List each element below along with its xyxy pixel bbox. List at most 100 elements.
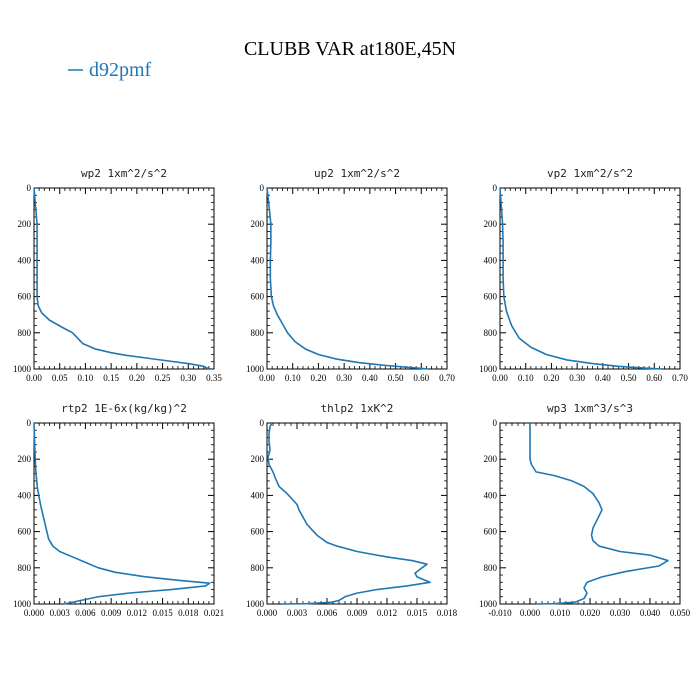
x-tick-label: 0.25 <box>155 373 171 383</box>
y-tick-label: 200 <box>484 219 498 229</box>
y-tick-label: 400 <box>18 490 32 500</box>
y-tick-label: 400 <box>484 255 498 265</box>
y-tick-label: 400 <box>251 490 265 500</box>
x-tick-label: 0.00 <box>26 373 42 383</box>
y-tick-label: 1000 <box>479 364 498 374</box>
legend: d92pmf <box>68 59 152 81</box>
x-tick-label: 0.020 <box>580 608 601 618</box>
x-tick-label: 0.040 <box>640 608 661 618</box>
y-tick-label: 1000 <box>479 599 498 609</box>
x-tick-label: 0.003 <box>287 608 308 618</box>
y-tick-label: 0 <box>493 183 498 193</box>
x-tick-label: 0.70 <box>672 373 688 383</box>
x-tick-label: 0.50 <box>621 373 637 383</box>
x-tick-label: 0.00 <box>492 373 508 383</box>
plot-frame <box>33 422 215 605</box>
x-tick-label: 0.20 <box>129 373 145 383</box>
series-line <box>529 423 669 605</box>
panel-4: thlp2 1xK^2 0.000 0.003 0.006 0.009 0.012 0.01… <box>246 402 458 618</box>
x-tick-label: 0.021 <box>204 608 224 618</box>
x-tick-label: 0.70 <box>439 373 455 383</box>
x-tick-label: 0.00 <box>259 373 275 383</box>
panel-title: rtp2 1E-6x(kg/kg)^2 <box>61 402 187 415</box>
y-tick-label: 800 <box>484 563 498 573</box>
y-tick-label: 1000 <box>13 364 32 374</box>
plot-frame <box>33 187 215 370</box>
plot-frame <box>499 422 681 605</box>
y-tick-label: 600 <box>251 292 265 302</box>
x-tick-label: 0.009 <box>101 608 122 618</box>
panel-3: rtp2 1E-6x(kg/kg)^2 0.000 0.003 0.006 0.009 0… <box>13 402 224 618</box>
x-tick-label: 0.030 <box>610 608 631 618</box>
y-tick-label: 200 <box>18 454 32 464</box>
y-tick-label: 1000 <box>246 599 265 609</box>
series-line <box>267 422 431 605</box>
y-tick-label: 200 <box>251 219 265 229</box>
plot-frame <box>266 422 448 605</box>
x-tick-label: 0.40 <box>595 373 611 383</box>
y-tick-label: 0 <box>27 418 32 428</box>
x-tick-label: 0.30 <box>569 373 585 383</box>
y-tick-label: 0 <box>260 418 265 428</box>
panel-0: wp2 1xm^2/s^2 0.00 0.05 0.10 0.15 0.20 0.25 0.3… <box>13 167 222 383</box>
x-tick-label: 0.015 <box>407 608 428 618</box>
series-line <box>33 422 211 605</box>
x-tick-label: 0.20 <box>544 373 560 383</box>
x-tick-label: 0.40 <box>362 373 378 383</box>
x-tick-label: 0.15 <box>103 373 119 383</box>
x-tick-label: 0.012 <box>377 608 397 618</box>
x-tick-label: 0.003 <box>50 608 71 618</box>
y-tick-label: 0 <box>493 418 498 428</box>
figure-title: CLUBB VAR at180E,45N <box>244 38 456 60</box>
x-tick-label: 0.10 <box>285 373 301 383</box>
plot-frame <box>499 187 681 370</box>
x-tick-label: 0.10 <box>518 373 534 383</box>
y-tick-label: 200 <box>18 219 32 229</box>
y-tick-label: 0 <box>260 183 265 193</box>
x-tick-label: 0.006 <box>317 608 338 618</box>
y-tick-label: 600 <box>484 527 498 537</box>
y-tick-label: 800 <box>18 563 32 573</box>
series-line <box>499 187 663 370</box>
panel-title: vp2 1xm^2/s^2 <box>547 167 633 180</box>
x-tick-label: 0.20 <box>311 373 327 383</box>
x-tick-label: 0.015 <box>152 608 173 618</box>
x-tick-label: 0.10 <box>78 373 94 383</box>
x-tick-label: 0.60 <box>646 373 662 383</box>
y-tick-label: 400 <box>484 490 498 500</box>
x-tick-label: 0.050 <box>670 608 691 618</box>
panel-2: vp2 1xm^2/s^2 0.00 0.10 0.20 0.30 0.40 0.50 0.6… <box>479 167 688 383</box>
panels-grid: wp2 1xm^2/s^2 0.00 0.05 0.10 0.15 0.20 0.25 0.3… <box>13 167 691 618</box>
y-tick-label: 600 <box>484 292 498 302</box>
panel-title: up2 1xm^2/s^2 <box>314 167 400 180</box>
y-tick-label: 0 <box>27 183 32 193</box>
x-tick-label: 0.000 <box>520 608 541 618</box>
x-tick-label: 0.30 <box>180 373 196 383</box>
x-tick-label: 0.009 <box>347 608 368 618</box>
panel-title: wp3 1xm^3/s^3 <box>547 402 633 415</box>
y-tick-label: 800 <box>251 563 265 573</box>
y-tick-label: 600 <box>251 527 265 537</box>
x-tick-label: 0.010 <box>550 608 571 618</box>
panel-title: thlp2 1xK^2 <box>321 402 394 415</box>
x-tick-label: 0.35 <box>206 373 222 383</box>
legend-label: d92pmf <box>89 59 152 81</box>
panel-5: wp3 1xm^3/s^3 -0.010 0.000 0.010 0.020 0.030 0… <box>479 402 691 618</box>
panel-1: up2 1xm^2/s^2 0.00 0.10 0.20 0.30 0.40 0.50 0.6… <box>246 167 455 383</box>
y-tick-label: 200 <box>251 454 265 464</box>
x-tick-label: 0.60 <box>413 373 429 383</box>
y-tick-label: 1000 <box>246 364 265 374</box>
panel-title: wp2 1xm^2/s^2 <box>81 167 167 180</box>
x-tick-label: 0.006 <box>75 608 96 618</box>
y-tick-label: 400 <box>251 255 265 265</box>
y-tick-label: 400 <box>18 255 32 265</box>
y-tick-label: 800 <box>484 328 498 338</box>
y-tick-label: 600 <box>18 527 32 537</box>
x-tick-label: 0.018 <box>178 608 199 618</box>
x-tick-label: 0.05 <box>52 373 68 383</box>
x-tick-label: 0.018 <box>437 608 458 618</box>
y-tick-label: 800 <box>18 328 32 338</box>
series-line <box>266 187 430 370</box>
x-tick-label: 0.000 <box>257 608 278 618</box>
